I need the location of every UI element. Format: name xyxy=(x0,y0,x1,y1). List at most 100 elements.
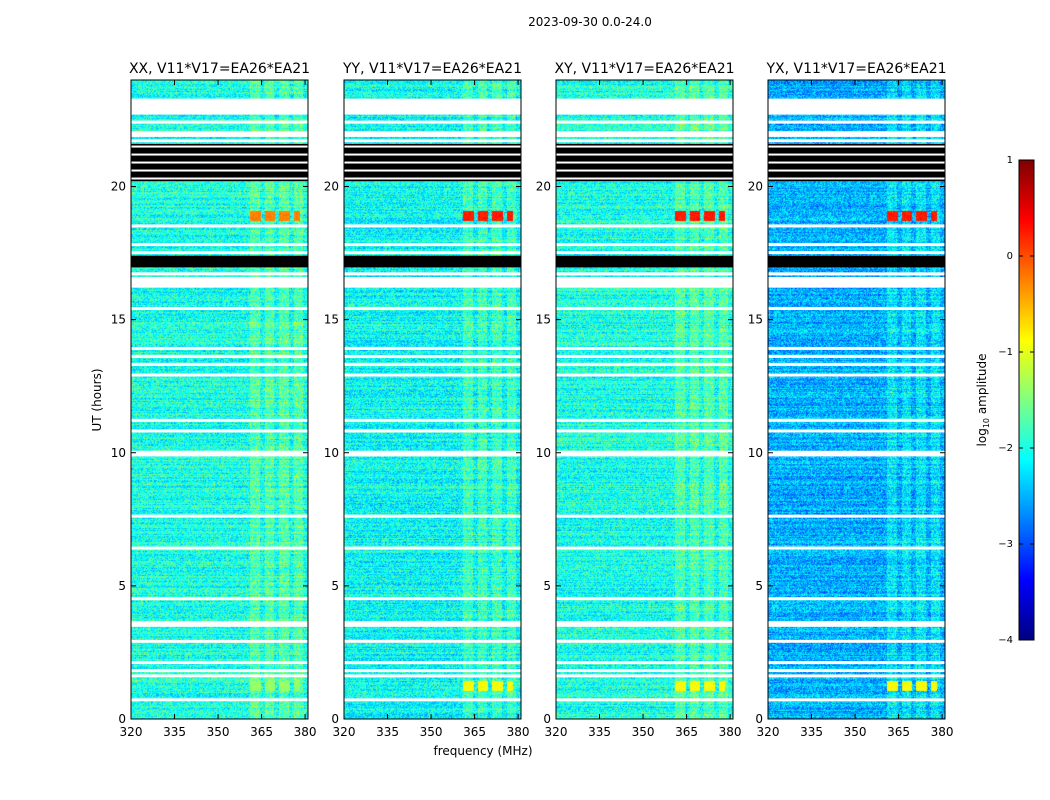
flagged-row xyxy=(344,373,521,377)
flagged-row xyxy=(344,450,521,454)
no-data-row xyxy=(131,177,308,180)
no-data-row xyxy=(768,169,945,172)
flagged-row xyxy=(131,514,308,518)
flagged-row xyxy=(768,623,945,627)
flagged-row xyxy=(344,306,521,310)
flagged-row xyxy=(556,243,733,247)
heatmap-image xyxy=(131,80,308,719)
flagged-row xyxy=(768,639,945,643)
flagged-row xyxy=(131,98,308,115)
no-data-row xyxy=(768,161,945,164)
flagged-row xyxy=(131,120,308,124)
no-data-band xyxy=(344,255,521,267)
no-data-row xyxy=(131,169,308,172)
x-tick-label: 350 xyxy=(844,725,867,739)
x-tick-label: 335 xyxy=(376,725,399,739)
x-tick-label: 320 xyxy=(120,725,143,739)
flagged-row xyxy=(344,674,521,678)
x-tick-label: 380 xyxy=(294,725,317,739)
flagged-row xyxy=(556,98,733,115)
flagged-row xyxy=(556,346,733,350)
y-tick-label: 10 xyxy=(324,446,339,460)
flagged-row xyxy=(768,306,945,310)
x-tick-label: 335 xyxy=(163,725,186,739)
colorbar: 1 0 −1 −2 −3 −4 log10 amplitude xyxy=(975,155,1035,646)
flagged-row xyxy=(556,131,733,135)
flagged-row xyxy=(556,661,733,665)
flagged-row xyxy=(131,346,308,350)
flagged-row xyxy=(344,597,521,601)
y-tick-label: 0 xyxy=(543,712,551,726)
flagged-row xyxy=(556,373,733,377)
flagged-row xyxy=(556,133,733,137)
y-tick-label: 20 xyxy=(536,180,551,194)
flagged-row xyxy=(131,669,308,673)
flagged-row xyxy=(344,418,521,422)
flagged-row xyxy=(556,639,733,643)
y-tick-label: 15 xyxy=(536,313,551,327)
x-tick-label: 350 xyxy=(207,725,230,739)
panel-title: XX, V11*V17=EA26*EA21 xyxy=(129,61,310,77)
panel-title: YY, V11*V17=EA26*EA21 xyxy=(342,61,522,77)
no-data-row xyxy=(768,145,945,148)
no-data-row xyxy=(556,177,733,180)
flagged-row xyxy=(131,277,308,288)
flagged-row xyxy=(768,621,945,625)
flagged-row xyxy=(131,450,308,454)
no-data-row xyxy=(344,145,521,148)
flagged-row xyxy=(768,272,945,276)
y-tick-label: 10 xyxy=(111,446,126,460)
y-tick-label: 0 xyxy=(755,712,763,726)
flagged-row xyxy=(344,98,521,115)
flagged-row xyxy=(556,354,733,358)
flagged-row xyxy=(344,362,521,366)
y-tick-label: 0 xyxy=(118,712,126,726)
flagged-row xyxy=(131,133,308,137)
x-tick-label: 320 xyxy=(757,725,780,739)
panel-title: YX, V11*V17=EA26*EA21 xyxy=(765,61,946,77)
y-tick-label: 5 xyxy=(755,579,763,593)
flagged-row xyxy=(131,243,308,247)
flagged-row xyxy=(768,418,945,422)
plot-frame xyxy=(767,79,946,720)
flagged-row xyxy=(768,698,945,702)
panel: XY, V11*V17=EA26*EA21 320 335 350 365 380 0 5 10… xyxy=(536,61,742,739)
flagged-row xyxy=(556,224,733,228)
colorbar-tick-label: 1 xyxy=(1007,155,1013,166)
flagged-row xyxy=(556,674,733,678)
x-tick-label: 380 xyxy=(719,725,742,739)
flagged-row xyxy=(768,120,945,124)
flagged-row xyxy=(131,272,308,276)
flagged-row xyxy=(131,639,308,643)
y-tick-label: 20 xyxy=(748,180,763,194)
colorbar-tick-label: −4 xyxy=(998,635,1013,646)
no-data-row xyxy=(556,169,733,172)
plot-frame xyxy=(130,79,309,720)
no-data-row xyxy=(556,153,733,156)
flagged-row xyxy=(556,120,733,124)
no-data-band xyxy=(131,255,308,267)
y-tick-label: 15 xyxy=(324,313,339,327)
flagged-row xyxy=(768,546,945,550)
flagged-row xyxy=(344,698,521,702)
no-data-band xyxy=(556,255,733,267)
flagged-row xyxy=(768,133,945,137)
flagged-row xyxy=(556,251,733,255)
y-tick-label: 10 xyxy=(536,446,551,460)
no-data-row xyxy=(344,169,521,172)
flagged-row xyxy=(344,346,521,350)
colorbar-tick-label: 0 xyxy=(1007,251,1013,262)
flagged-row xyxy=(556,669,733,673)
x-tick-label: 380 xyxy=(931,725,954,739)
x-tick-label: 320 xyxy=(545,725,568,739)
no-data-row xyxy=(131,153,308,156)
x-tick-label: 365 xyxy=(887,725,910,739)
flagged-row xyxy=(344,661,521,665)
flagged-row xyxy=(131,306,308,310)
flagged-row xyxy=(556,621,733,625)
colorbar-label: log10 amplitude xyxy=(975,354,991,447)
flagged-row xyxy=(768,251,945,255)
flagged-row xyxy=(344,277,521,288)
heatmap-image xyxy=(768,80,945,719)
colorbar-tick-label: −3 xyxy=(998,539,1013,550)
